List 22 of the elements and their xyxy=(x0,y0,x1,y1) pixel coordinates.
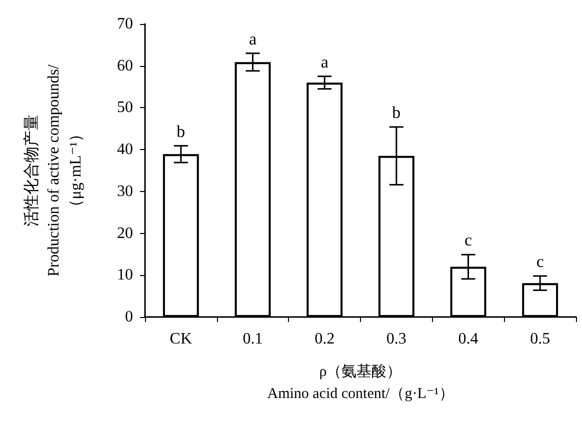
y-tick-label: 50 xyxy=(117,99,133,116)
x-axis-title: ρ（氨基酸） Amino acid content/（g·L⁻¹） xyxy=(267,363,454,402)
y-tick-label: 70 xyxy=(117,16,133,32)
y-tick-label: 30 xyxy=(117,182,133,200)
y-tick-label: 40 xyxy=(117,141,133,158)
x-tick-label: 0.1 xyxy=(242,330,263,348)
y-axis-title: 活性化合物产量 Production of active compounds/ （μg·mL⁻¹） xyxy=(22,64,84,276)
x-tick-label: 0.2 xyxy=(314,330,335,348)
annotation: b xyxy=(392,102,401,122)
x-tick-label: CK xyxy=(170,330,192,348)
y-tick-label: 20 xyxy=(117,224,133,242)
annotation: b xyxy=(176,122,186,141)
x-tick-label: 0.5 xyxy=(530,330,550,348)
x-tick-label: 0.3 xyxy=(386,330,406,348)
y-tick-label: 60 xyxy=(117,57,133,74)
y-tick-label: 0 xyxy=(125,308,133,326)
y-tick-label: 10 xyxy=(117,266,133,284)
x-tick-label: 0.4 xyxy=(458,330,478,348)
annotation: c xyxy=(464,230,472,250)
annotation: c xyxy=(536,252,544,271)
annotation: a xyxy=(320,52,329,72)
annotation: a xyxy=(248,29,257,48)
